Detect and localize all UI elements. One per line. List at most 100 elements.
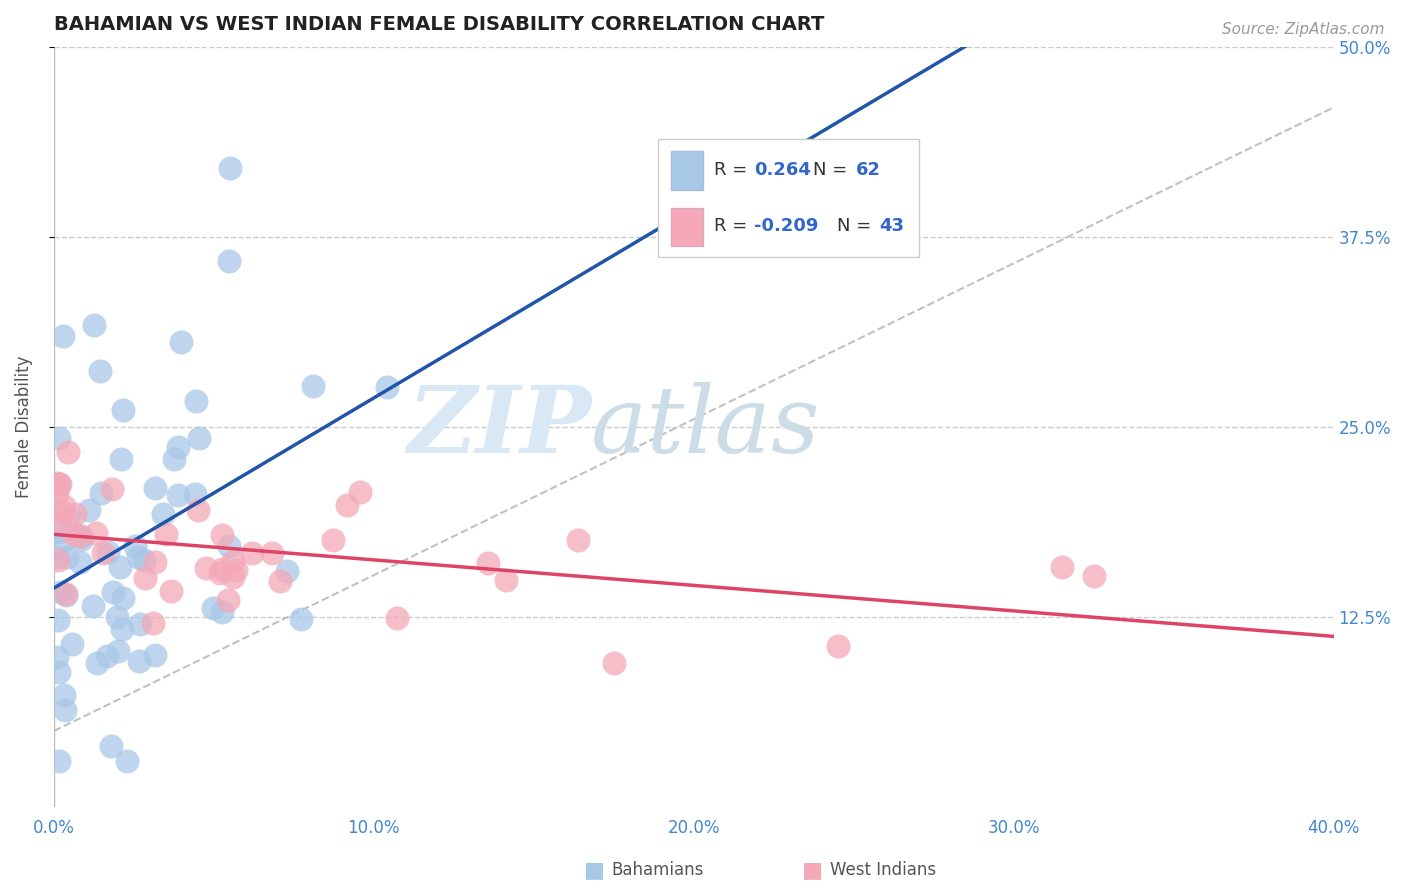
Point (86, 656, 108, 670)
Point (184, 486, 207, 500)
Point (77, 503, 100, 517)
Y-axis label: Female Disability: Female Disability (15, 356, 32, 498)
Point (128, 655, 150, 669)
Point (349, 485, 371, 500)
Point (225, 563, 247, 577)
Point (567, 533, 589, 548)
Point (155, 526, 177, 541)
Point (336, 498, 359, 512)
Point (167, 488, 190, 502)
Point (53, 500, 76, 514)
Point (112, 403, 135, 417)
Point (602, 656, 624, 670)
Text: BAHAMIAN VS WEST INDIAN FEMALE DISABILITY CORRELATION CHART: BAHAMIAN VS WEST INDIAN FEMALE DISABILIT… (53, 15, 824, 34)
Point (46, 650, 69, 665)
Point (46, 476, 69, 491)
Text: atlas: atlas (592, 382, 821, 472)
Point (143, 648, 166, 662)
Point (69, 555, 91, 569)
Point (55, 588, 77, 602)
Point (46, 613, 69, 627)
Point (84, 526, 107, 541)
Bar (671, 208, 703, 246)
Point (48, 665, 70, 680)
Text: 62: 62 (855, 161, 880, 179)
Point (82, 599, 104, 613)
Point (322, 533, 344, 547)
Point (100, 739, 122, 754)
Point (70, 529, 93, 543)
Point (101, 585, 124, 599)
Text: 0.264: 0.264 (754, 161, 811, 179)
Point (211, 605, 233, 619)
Point (385, 611, 408, 625)
Point (62, 526, 84, 541)
Point (48, 755, 70, 769)
Point (89, 364, 111, 378)
Point (276, 565, 298, 579)
Text: -0.209: -0.209 (754, 217, 818, 235)
Text: ZIP: ZIP (408, 382, 592, 472)
Text: ■: ■ (801, 860, 823, 880)
Point (211, 562, 233, 576)
Point (112, 591, 135, 605)
Text: West Indians: West Indians (830, 861, 935, 879)
Point (56, 444, 79, 458)
Point (477, 557, 499, 571)
Text: N =: N = (813, 161, 852, 179)
Point (105, 609, 128, 624)
Point (163, 452, 186, 467)
Point (187, 503, 209, 517)
Point (260, 546, 283, 560)
Point (83, 318, 105, 332)
Point (152, 508, 174, 522)
Point (218, 254, 240, 268)
Point (93, 546, 115, 560)
Point (90, 486, 112, 500)
Point (375, 380, 398, 394)
Point (101, 482, 124, 496)
Text: 43: 43 (879, 217, 904, 235)
Text: Bahamians: Bahamians (612, 861, 704, 879)
Point (170, 334, 193, 349)
Point (53, 533, 76, 547)
Point (108, 560, 131, 574)
Point (827, 639, 849, 653)
Point (221, 554, 243, 568)
Point (55, 587, 77, 601)
Text: N =: N = (837, 217, 877, 235)
Point (159, 583, 181, 598)
Point (52, 328, 75, 343)
Point (56, 510, 79, 524)
Point (48, 431, 70, 445)
Text: R =: R = (714, 161, 754, 179)
Point (60, 637, 83, 651)
Point (166, 440, 188, 454)
Point (218, 161, 240, 176)
Text: ■: ■ (583, 860, 605, 880)
Point (46, 516, 69, 531)
Point (96, 648, 118, 663)
Point (186, 394, 208, 409)
Text: R =: R = (714, 217, 754, 235)
Point (48, 477, 70, 491)
Point (218, 539, 240, 553)
Point (211, 528, 233, 542)
Point (188, 431, 211, 445)
Point (208, 566, 231, 581)
Point (124, 539, 146, 553)
Point (110, 452, 132, 467)
Point (1083, 569, 1105, 583)
Point (56, 549, 79, 564)
Point (111, 623, 134, 637)
Point (240, 546, 263, 560)
Point (63, 507, 86, 521)
Point (69, 529, 91, 543)
Point (217, 592, 239, 607)
Point (52, 688, 75, 702)
Point (194, 560, 217, 574)
Point (142, 616, 165, 631)
Point (221, 570, 243, 584)
Point (495, 573, 517, 587)
Point (302, 379, 325, 393)
